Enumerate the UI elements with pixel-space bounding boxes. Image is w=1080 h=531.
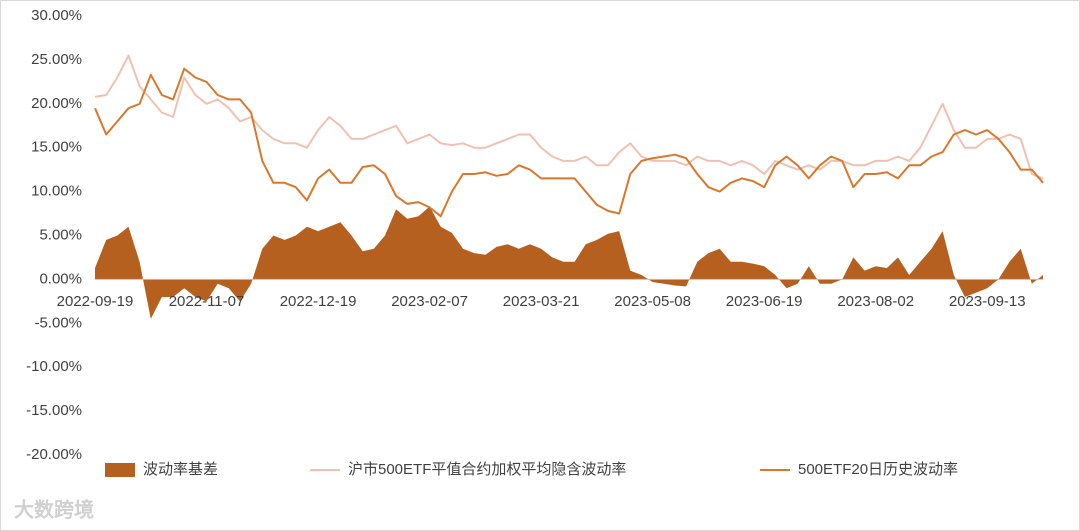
y-tick-label: 0.00% bbox=[39, 270, 82, 287]
x-tick-label: 2023-08-02 bbox=[837, 293, 914, 310]
series-line bbox=[94, 67, 1044, 218]
x-tick-label: 2023-02-07 bbox=[391, 293, 468, 310]
y-tick-label: 25.00% bbox=[31, 51, 82, 68]
y-tick-label: -15.00% bbox=[26, 402, 82, 419]
y-tick-label: -5.00% bbox=[34, 314, 82, 331]
y-tick-label: -10.00% bbox=[26, 358, 82, 375]
y-tick-label: -20.00% bbox=[26, 446, 82, 463]
x-tick-label: 2023-09-13 bbox=[949, 293, 1026, 310]
y-tick-label: 20.00% bbox=[31, 95, 82, 112]
y-tick-label: 5.00% bbox=[39, 226, 82, 243]
watermark: 大数跨境 bbox=[14, 497, 94, 521]
legend-swatch bbox=[105, 463, 135, 477]
x-tick-label: 2023-03-21 bbox=[503, 293, 580, 310]
x-tick-label: 2023-05-08 bbox=[614, 293, 691, 310]
x-tick-label: 2022-11-07 bbox=[169, 293, 245, 310]
x-tick-label: 2022-09-19 bbox=[57, 293, 134, 310]
legend-label: 500ETF20日历史波动率 bbox=[798, 461, 958, 478]
basis-area bbox=[95, 206, 1043, 319]
y-tick-label: 10.00% bbox=[31, 183, 82, 200]
y-tick-label: 15.00% bbox=[31, 139, 82, 156]
legend-label: 波动率基差 bbox=[143, 461, 218, 478]
x-tick-label: 2022-12-19 bbox=[280, 293, 357, 310]
x-tick-label: 2023-06-19 bbox=[726, 293, 803, 310]
legend-label: 沪市500ETF平值合约加权平均隐含波动率 bbox=[348, 461, 626, 478]
y-tick-label: 30.00% bbox=[31, 7, 82, 24]
